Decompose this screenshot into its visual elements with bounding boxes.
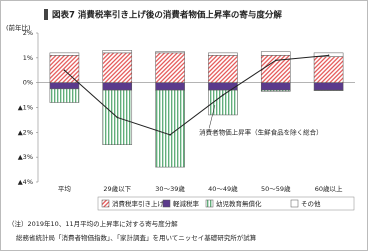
legend-swatch bbox=[290, 199, 299, 208]
bar-segment bbox=[155, 89, 185, 168]
x-tick-label: 40～49歳 bbox=[208, 184, 238, 193]
legend-label: その他 bbox=[301, 199, 321, 208]
x-tick-label: 30～39歳 bbox=[155, 184, 185, 193]
bar-segment bbox=[208, 82, 238, 91]
bar-segment bbox=[155, 52, 185, 83]
bar-segment bbox=[49, 52, 80, 56]
y-tick-label: 1% bbox=[23, 54, 33, 62]
line-point bbox=[327, 54, 330, 57]
bar-segment bbox=[102, 82, 133, 91]
note: （注）2019年10、11月平均の上昇率に対する寄与度分解 bbox=[8, 219, 178, 228]
note: 総務省統計局「消費者物価指数」、「家計調査」を用いてニッセイ基礎研究所が試算 bbox=[16, 233, 257, 242]
y-tick-label: ▲1% bbox=[18, 104, 33, 112]
leader bbox=[208, 105, 216, 129]
title-mark bbox=[44, 9, 48, 20]
chart-title: 図表7 消費税率引き上げ後の消費者物価上昇率の寄与度分解 bbox=[52, 10, 282, 21]
line-point bbox=[274, 59, 277, 62]
x-tick-label: 60歳以上 bbox=[315, 184, 343, 193]
bar-segment bbox=[208, 52, 238, 56]
legend-label: 幼児教育無償化 bbox=[216, 199, 262, 208]
bar-segment bbox=[49, 55, 80, 83]
line-point bbox=[63, 69, 66, 72]
y-tick-label: 2% bbox=[23, 29, 33, 37]
line-point bbox=[169, 134, 171, 136]
legend-swatch bbox=[162, 199, 171, 208]
bar-segment bbox=[49, 88, 80, 103]
bar-segment bbox=[102, 52, 133, 83]
line-label: 消費者物価上昇率（生鮮食品を除く総合） bbox=[199, 127, 323, 136]
bar-segment bbox=[155, 82, 185, 91]
y-tick-label: ▲4% bbox=[18, 178, 33, 186]
bar-segment bbox=[102, 50, 133, 54]
y-axis-label: (前年比) bbox=[6, 23, 31, 32]
bar-segment bbox=[260, 51, 291, 56]
bar-segment bbox=[49, 82, 80, 90]
bar-segment bbox=[208, 55, 238, 83]
bar-segment bbox=[155, 51, 185, 54]
line bbox=[64, 54, 329, 136]
bar-segment bbox=[208, 89, 238, 116]
legend-swatch bbox=[101, 199, 110, 208]
y-tick-label: 0% bbox=[23, 79, 33, 87]
legend-box bbox=[97, 196, 355, 211]
line-point bbox=[222, 94, 224, 96]
line-point bbox=[116, 116, 119, 119]
legend-label: 軽減税率 bbox=[173, 199, 200, 208]
y-tick-label: ▲2% bbox=[18, 128, 33, 136]
bar-segment bbox=[313, 56, 344, 83]
x-tick-label: 50～59歳 bbox=[261, 184, 291, 193]
bar-segment bbox=[313, 82, 344, 91]
legend-swatch bbox=[205, 199, 214, 208]
legend-label: 消費税率引き上げ bbox=[112, 199, 165, 208]
bar-segment bbox=[260, 82, 291, 91]
x-tick-label: 平均 bbox=[58, 184, 72, 193]
y-tick-label: ▲3% bbox=[18, 153, 33, 161]
bar-segment bbox=[260, 89, 291, 92]
x-tick-label: 29歳以下 bbox=[103, 184, 131, 193]
